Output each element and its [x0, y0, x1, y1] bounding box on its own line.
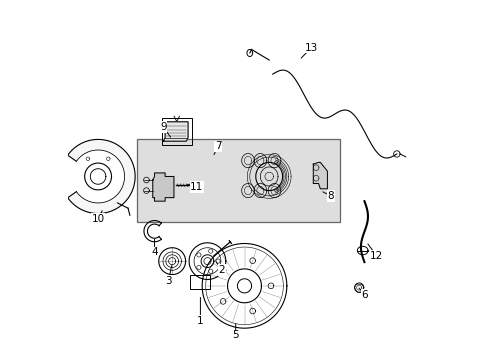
Text: 9: 9: [160, 122, 166, 132]
Polygon shape: [313, 162, 327, 189]
Text: 1: 1: [197, 316, 203, 326]
Bar: [161, 118, 191, 145]
Polygon shape: [163, 122, 188, 141]
Polygon shape: [68, 139, 135, 213]
Polygon shape: [152, 173, 174, 201]
Text: 5: 5: [232, 330, 239, 340]
Bar: [189, 275, 210, 289]
Text: 11: 11: [190, 182, 203, 192]
Text: 8: 8: [327, 191, 334, 201]
Text: 12: 12: [369, 251, 383, 261]
Text: 10: 10: [91, 214, 104, 224]
Text: 13: 13: [305, 43, 318, 53]
Text: 7: 7: [214, 141, 221, 152]
Text: 6: 6: [361, 290, 367, 300]
Text: 2: 2: [218, 265, 224, 275]
Text: 4: 4: [151, 247, 158, 257]
Text: 3: 3: [165, 275, 172, 285]
Bar: [137, 139, 339, 222]
